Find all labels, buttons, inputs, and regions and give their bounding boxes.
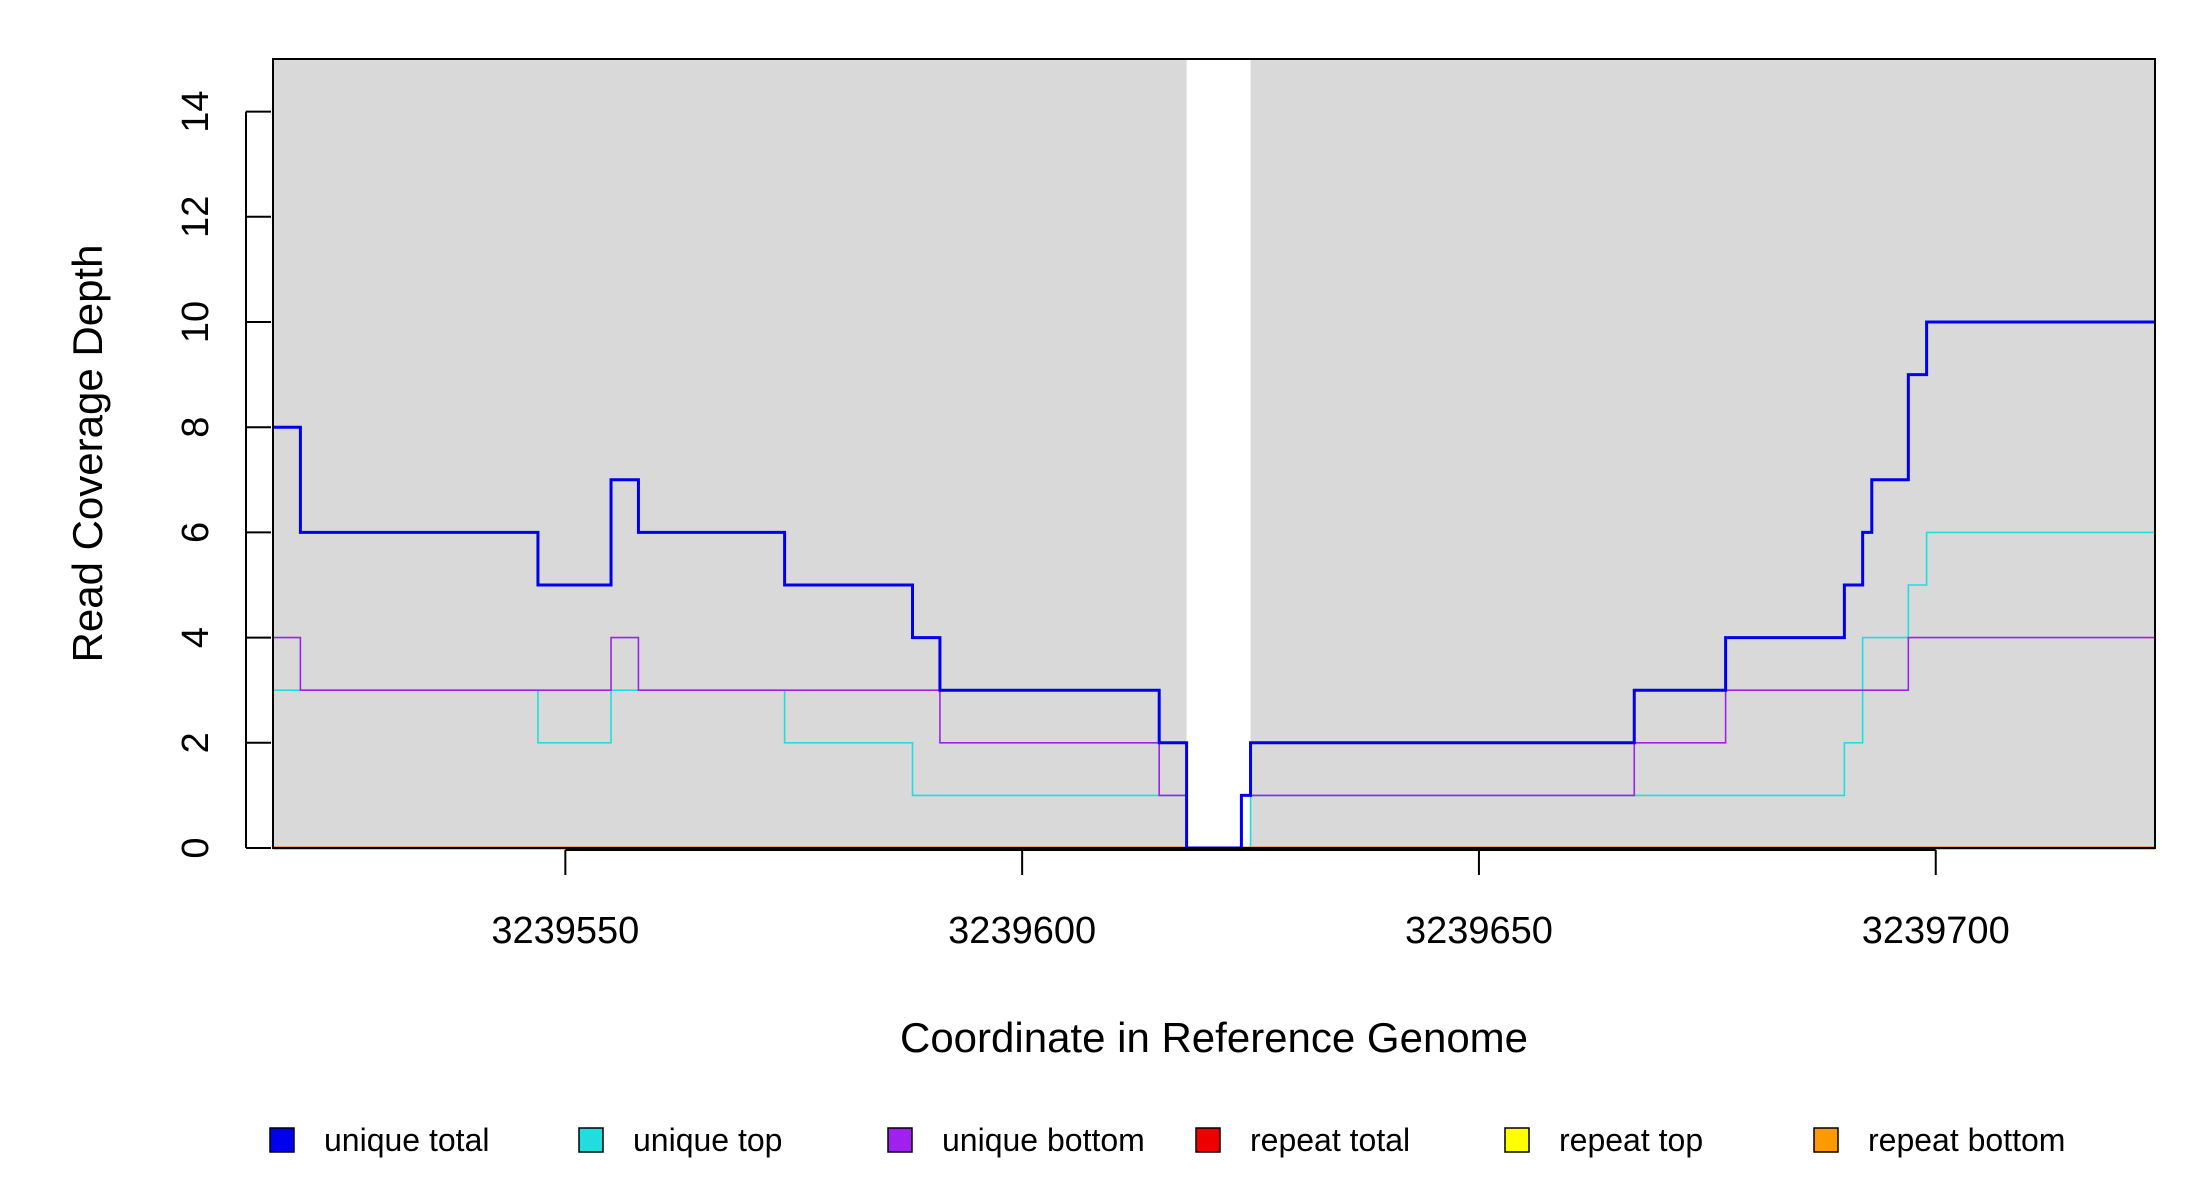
y-tick-label: 2: [175, 732, 217, 753]
y-axis-label: Read Coverage Depth: [64, 245, 111, 663]
plot-frame: [272, 58, 2156, 849]
legend-swatch-unique-bottom: [887, 1127, 913, 1153]
y-tick-label: 8: [175, 417, 217, 438]
legend-swatch-repeat-top: [1504, 1127, 1530, 1153]
y-tick-label: 12: [175, 196, 217, 238]
legend-swatch-unique-top: [578, 1127, 604, 1153]
legend-label-repeat-top: repeat top: [1559, 1122, 1703, 1158]
y-tick-label: 14: [175, 90, 217, 132]
plot-background: [273, 59, 2155, 848]
x-tick-label: 3239700: [1862, 910, 2010, 952]
series-line-unique-bottom: [273, 636, 2155, 849]
x-axis-label: Coordinate in Reference Genome: [900, 1014, 1528, 1061]
x-tick-label: 3239600: [948, 910, 1096, 952]
legend-label-repeat-total: repeat total: [1250, 1122, 1410, 1158]
y-tick-label: 10: [175, 301, 217, 343]
y-tick-label: 0: [175, 837, 217, 858]
legend-swatch-repeat-bottom: [1813, 1127, 1839, 1153]
y-axis: 0 2 4 6 8 10 12 14: [175, 90, 271, 859]
legend-label-unique-bottom: unique bottom: [942, 1122, 1145, 1158]
y-tick-label: 6: [175, 522, 217, 543]
legend: unique total unique top unique bottom repea…: [269, 1122, 2065, 1158]
legend-swatch-repeat-total: [1195, 1127, 1221, 1153]
x-tick-label: 3239650: [1405, 910, 1553, 952]
x-axis: 3239550 3239600 3239650 3239700: [491, 849, 2010, 952]
legend-swatch-unique-total: [269, 1127, 295, 1153]
x-tick-label: 3239550: [491, 910, 639, 952]
highlight-region: [1186, 59, 1251, 848]
legend-label-repeat-bottom: repeat bottom: [1868, 1122, 2065, 1158]
legend-label-unique-total: unique total: [324, 1122, 489, 1158]
legend-label-unique-top: unique top: [633, 1122, 782, 1158]
y-tick-label: 4: [175, 627, 217, 648]
